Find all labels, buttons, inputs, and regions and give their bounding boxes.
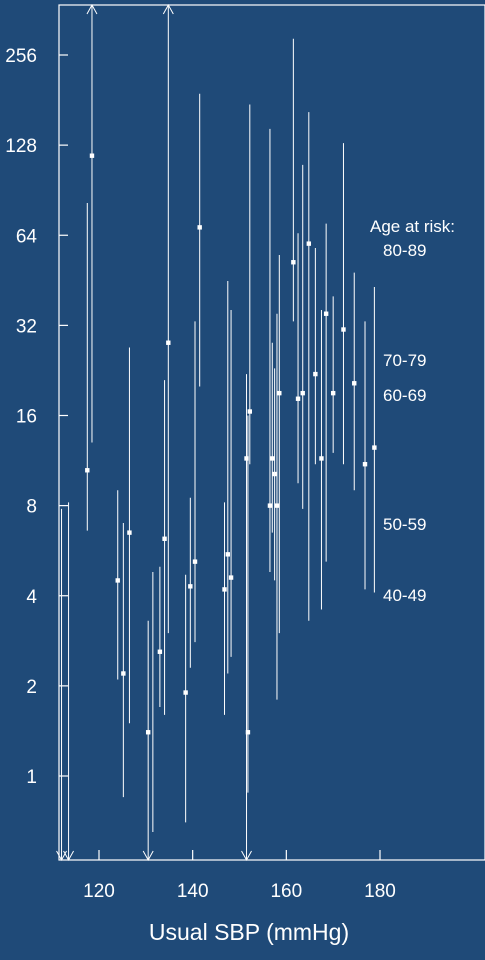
point-estimate	[244, 456, 249, 461]
y-tick-label: 256	[5, 46, 37, 67]
y-tick-label: 4	[26, 587, 37, 608]
point-estimate	[89, 153, 95, 158]
age-label-50-59: 50-59	[383, 515, 426, 534]
point-estimate	[306, 241, 312, 246]
x-tick-label: 120	[83, 881, 115, 902]
point-estimate	[270, 456, 275, 461]
age-label-70-79: 70-79	[383, 351, 426, 370]
ci-arrow-down	[241, 850, 252, 862]
ci-arrow-down	[63, 850, 74, 862]
age-label-80-89: 80-89	[383, 241, 426, 260]
point-estimate	[362, 462, 368, 467]
x-axis-label: Usual SBP (mmHg)	[149, 919, 349, 945]
point-estimate	[330, 390, 336, 396]
point-estimate	[145, 730, 151, 735]
point-estimate	[166, 340, 171, 345]
point-estimate	[228, 575, 234, 580]
point-estimate	[274, 503, 280, 508]
y-tick-label: 32	[16, 316, 37, 337]
point-estimate	[295, 396, 301, 401]
point-estimate	[277, 390, 282, 396]
ci-arrow-up	[162, 3, 174, 15]
y-tick-label: 1	[26, 767, 37, 788]
point-estimate	[197, 225, 202, 230]
point-estimate	[115, 578, 120, 583]
x-tick-label: 160	[270, 881, 302, 902]
point-estimate	[127, 530, 132, 535]
legend-title: Age at risk:	[370, 217, 455, 236]
point-estimate	[222, 587, 227, 592]
point-estimate	[372, 445, 377, 450]
point-estimate	[341, 327, 346, 332]
point-estimate	[272, 471, 277, 477]
point-estimate	[245, 730, 251, 735]
ci-arrow-down	[142, 850, 154, 862]
age-label-60-69: 60-69	[383, 386, 426, 405]
age-label-40-49: 40-49	[383, 586, 426, 605]
point-estimate	[313, 371, 318, 377]
x-tick-label: 180	[364, 881, 396, 902]
point-estimate	[188, 584, 193, 589]
point-estimate	[192, 559, 198, 564]
point-estimate	[352, 381, 357, 386]
x-tick-label: 140	[177, 881, 209, 902]
point-estimate	[267, 503, 273, 508]
point-estimate	[157, 649, 163, 654]
plot-frame	[58, 4, 485, 861]
point-estimate	[85, 468, 90, 473]
y-tick-label: 8	[26, 497, 37, 518]
point-estimate	[300, 390, 305, 396]
point-estimate	[121, 671, 126, 676]
point-estimate	[247, 409, 253, 414]
point-estimate	[319, 456, 324, 461]
point-estimate	[225, 552, 230, 557]
point-estimate	[183, 690, 188, 695]
y-tick-label: 128	[5, 136, 37, 157]
ci-arrow-up	[86, 3, 98, 15]
point-estimate	[162, 536, 167, 541]
y-tick-label: 2	[26, 677, 37, 698]
point-estimate	[291, 260, 296, 265]
y-tick-label: 16	[16, 407, 37, 428]
y-tick-label: 64	[16, 226, 38, 247]
point-estimate	[323, 311, 329, 316]
